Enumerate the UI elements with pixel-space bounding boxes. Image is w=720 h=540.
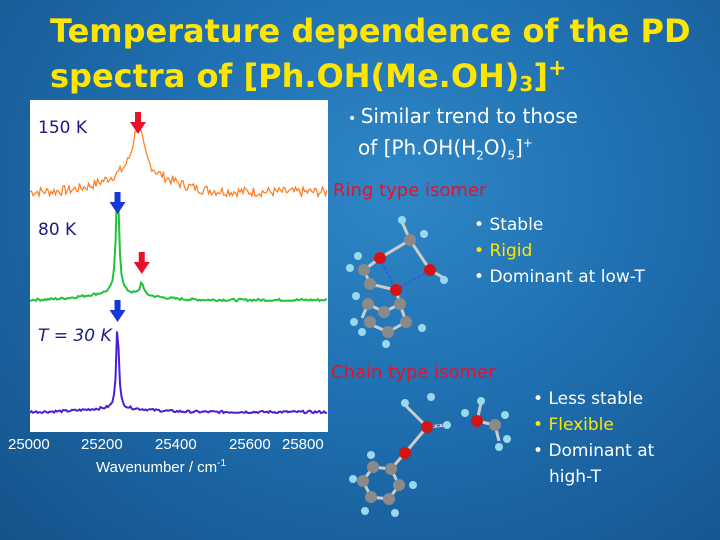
label-30k: T = 30 K: [38, 326, 112, 346]
similar-trend-note: • Similar trend to those of [Ph.OH(H2O)5…: [348, 104, 578, 168]
chain-properties: Less stable Flexible Dominant at high-T: [533, 386, 654, 490]
note-line-2: of [Ph.OH(H2O)5]+: [358, 135, 533, 163]
label-80k: 80 K: [38, 220, 77, 240]
x-axis-label: Wavenumber / cm-1: [96, 458, 227, 476]
chain-item-dominant: Dominant at: [533, 438, 654, 464]
red-arrow-marker: [130, 112, 147, 134]
title-line-1: Temperature dependence of the PD: [50, 12, 691, 50]
tick-label: 25800: [282, 436, 324, 453]
chain-isomer-heading: Chain type isomer: [331, 362, 496, 383]
tick-label: 25200: [81, 436, 123, 453]
chain-item-less-stable: Less stable: [533, 386, 654, 412]
ring-item-rigid: Rigid: [474, 238, 645, 264]
ring-item-stable: Stable: [474, 212, 645, 238]
series-line-t30k: [30, 331, 327, 415]
pd-spectra-plot: 150 K 80 K T = 30 K: [30, 100, 328, 432]
blue-arrow-marker: [109, 300, 126, 322]
tick-label: 25000: [8, 436, 50, 453]
blue-arrow-marker: [109, 192, 126, 214]
tick-label: 25400: [155, 436, 197, 453]
ring-item-dominant: Dominant at low-T: [474, 264, 644, 290]
chain-isomer-molecule-icon: [349, 393, 511, 517]
chain-item-dominant-cont: high-T: [549, 467, 602, 487]
x-axis-ticks: 25000 25200 25400 25600 25800: [0, 436, 340, 456]
slide-title: Temperature dependence of the PD spectra…: [50, 12, 710, 103]
ring-isomer-molecule-icon: [346, 216, 448, 348]
note-line-1: • Similar trend to those: [348, 104, 578, 128]
red-arrow-marker: [133, 252, 150, 274]
tick-label: 25600: [229, 436, 271, 453]
series-line-150k: [30, 123, 328, 199]
ring-properties: Stable Rigid Dominant at low-T: [474, 212, 645, 290]
label-150k: 150 K: [38, 118, 87, 138]
title-line-2: spectra of [Ph.OH(Me.OH)3]+: [50, 56, 567, 96]
ring-isomer-heading: Ring type isomer: [333, 180, 487, 201]
series-line-80k: [30, 191, 328, 303]
spectra-svg: [30, 112, 328, 415]
chain-item-flexible: Flexible: [533, 412, 654, 438]
